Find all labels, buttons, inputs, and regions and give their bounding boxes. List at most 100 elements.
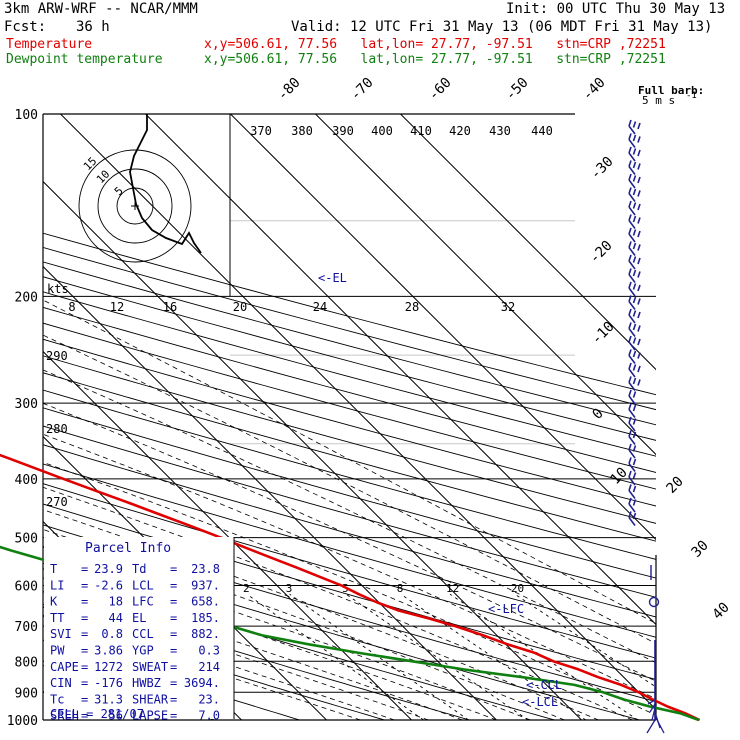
- wind-barb-staff: [628, 355, 636, 364]
- pressure-label-900: 900: [15, 686, 38, 701]
- parcel-value-ccl: 882.: [191, 627, 220, 641]
- dry-adiabat-460: [43, 246, 656, 411]
- theta-label-410: 410: [410, 124, 432, 138]
- wind-barb-flag: [628, 268, 632, 275]
- hodograph-ring-label-10: 10: [94, 168, 113, 187]
- parcel-eq: =: [170, 692, 177, 706]
- wind-barb: [628, 254, 641, 270]
- parcel-eq: =: [81, 562, 88, 576]
- parcel-row-1: T = 23.9 Td = 23.8: [50, 562, 220, 576]
- temperature-location: x,y=506.61, 77.56 lat,lon= 27.77, -97.51…: [204, 37, 666, 52]
- wind-barb: [628, 403, 637, 418]
- parcel-value-lapse: 7.0: [198, 709, 220, 723]
- wind-barb-staff: [628, 314, 636, 324]
- parcel-eq: =: [81, 692, 88, 706]
- dewpoint-profile: [0, 545, 700, 722]
- wind-barb: [628, 146, 641, 162]
- wind-barb-flag: [628, 241, 632, 248]
- wind-barb-staff: [628, 179, 636, 189]
- full-barb-exponent: -1: [686, 91, 697, 101]
- parcel-row-10: SREH = 56 LAPSE = 7.0: [50, 709, 220, 723]
- wind-barb-staff: [628, 422, 636, 432]
- parcel-value-ygp: 0.3: [198, 644, 220, 658]
- wind-barb-staff: [628, 476, 636, 486]
- wind-barb-flag: [628, 443, 632, 451]
- wind-barb: [628, 119, 641, 135]
- dry-adiabat-label-290: 290: [46, 349, 68, 363]
- parcel-label-lfc: LFC: [132, 595, 154, 609]
- low-level-barb: [646, 719, 656, 734]
- mixing-ratio-5: [345, 593, 529, 720]
- model-title: 3km ARW-WRF -- NCAR/MMM: [4, 1, 198, 17]
- wind-barb-staff: [628, 409, 636, 418]
- wind-barb-flag: [628, 497, 632, 505]
- parcel-eq: =: [81, 660, 88, 674]
- parcel-label-tc: Tc: [50, 692, 64, 706]
- wind-barb: [628, 322, 641, 337]
- wind-barb-flag: [628, 362, 632, 370]
- wind-barb-flag: [637, 352, 641, 359]
- wind-barb-staff: [628, 517, 636, 526]
- pw-scale-tick-24: 24: [313, 300, 327, 314]
- isotherm-label--40: -40: [580, 75, 609, 104]
- wind-barb-flag: [628, 173, 632, 181]
- parcel-eq: =: [81, 676, 88, 690]
- parcel-label-sweat: SWEAT: [132, 660, 168, 674]
- wind-barb-flag: [632, 485, 637, 493]
- wind-barb-staff: [628, 503, 636, 513]
- theta-label-370: 370: [250, 124, 272, 138]
- forecast-label: Fcst:: [4, 19, 47, 35]
- wind-barb-flag: [632, 431, 637, 439]
- wind-barb-flag: [632, 472, 637, 479]
- dry-adiabat-470: [43, 232, 656, 396]
- isotherm-0: [43, 265, 497, 720]
- wind-barb-flag: [632, 404, 637, 412]
- wind-barb-flag: [628, 322, 632, 329]
- wind-barb: [628, 457, 637, 472]
- parcel-label-shear: SHEAR: [132, 692, 169, 706]
- wind-barb-flag: [637, 203, 641, 211]
- wind-barb: [628, 187, 641, 202]
- parcel-eq: =: [170, 644, 177, 658]
- parcel-eq: =: [81, 644, 88, 658]
- isotherm-60: [400, 114, 656, 371]
- wind-barb-staff: [628, 193, 636, 202]
- wind-barb-flag: [632, 121, 637, 128]
- wind-barb-flag: [632, 512, 637, 520]
- dry-adiabat-430: [43, 291, 656, 457]
- mixing-ratio-label-2: 2: [243, 582, 250, 595]
- dry-adiabat-280: [43, 568, 555, 720]
- wind-barb-flag: [637, 136, 641, 143]
- parcel-value-hwbz: 3694.: [184, 676, 220, 690]
- wind-barb: [628, 389, 637, 405]
- wind-barb-flag: [637, 122, 641, 130]
- low-level-barb: [649, 703, 656, 713]
- isotherm-label-20: 20: [664, 474, 687, 497]
- theta-label-440: 440: [531, 124, 553, 138]
- wind-barb-flag: [628, 214, 632, 221]
- parcel-row-5: SVI = 0.8 CCL = 882.: [50, 627, 220, 641]
- parcel-value-cin: -176: [94, 676, 123, 690]
- wind-barb-flag: [628, 160, 632, 167]
- wind-barb-flag: [637, 284, 641, 292]
- wind-barb-flag: [632, 337, 637, 344]
- parcel-label-cape: CAPE: [50, 660, 79, 674]
- wind-barb-flag: [632, 391, 637, 398]
- parcel-eq: =: [81, 595, 88, 609]
- dry-adiabat-450: [43, 261, 656, 426]
- parcel-label-pw: PW: [50, 644, 65, 658]
- parcel-value-tt: 44: [109, 611, 123, 625]
- parcel-value-lcl: 937.: [191, 578, 220, 592]
- wind-barb-staff: [628, 436, 636, 445]
- parcel-label-t: T: [50, 562, 57, 576]
- dry-adiabat-label-270: 270: [46, 495, 68, 509]
- hodograph-ring-1: [116, 187, 154, 225]
- wind-barb: [628, 281, 641, 297]
- moist-adiabat-24: [43, 433, 656, 700]
- wind-barb-flag: [628, 484, 632, 491]
- pw-scale-tick-12: 12: [110, 300, 124, 314]
- wind-barb-flag: [637, 217, 641, 224]
- wind-barb-flag: [637, 365, 641, 373]
